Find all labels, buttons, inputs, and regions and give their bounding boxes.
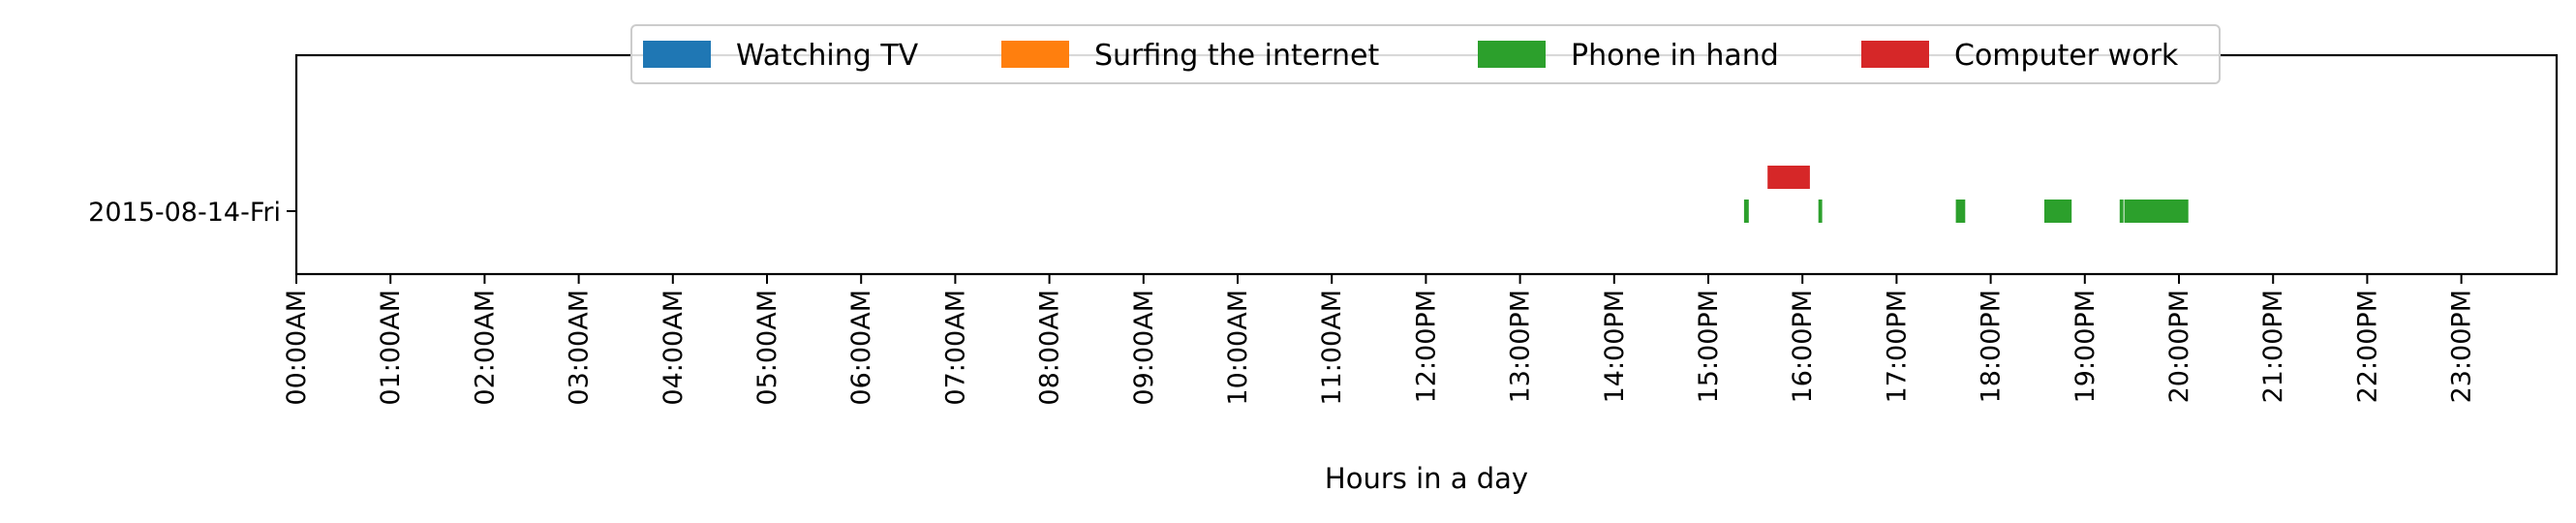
legend: Watching TV Surfing the internet Phone in … [630, 24, 2221, 84]
x-tick-label: 00:00AM [282, 290, 312, 406]
x-tick-label: 01:00AM [376, 290, 406, 406]
phone-in-hand-interval [2044, 200, 2072, 223]
x-tick-label: 04:00AM [659, 290, 689, 406]
x-tick-label: 05:00AM [752, 290, 782, 406]
x-tick-label: 11:00AM [1317, 290, 1347, 406]
x-tick-label: 20:00PM [2164, 290, 2194, 403]
x-tick-label: 08:00AM [1035, 290, 1065, 406]
legend-swatch-surfing-the-internet [1001, 41, 1069, 68]
legend-swatch-phone-in-hand [1478, 41, 1546, 68]
x-tick-label: 13:00PM [1506, 290, 1536, 403]
x-axis-label: Hours in a day [1325, 462, 1528, 495]
legend-label-surfing-the-internet: Surfing the internet [1094, 39, 1379, 73]
x-tick-label: 23:00PM [2447, 290, 2477, 403]
phone-in-hand-interval [2124, 200, 2189, 223]
x-tick-label: 03:00AM [565, 290, 595, 406]
computer-work-interval [1767, 166, 1810, 189]
x-tick-label: 06:00AM [846, 290, 876, 406]
x-tick-label: 09:00AM [1129, 290, 1159, 406]
x-tick-label: 18:00PM [1977, 290, 2007, 403]
x-tick-label: 21:00PM [2258, 290, 2288, 403]
x-tick-label: 22:00PM [2352, 290, 2382, 403]
phone-in-hand-interval [1743, 200, 1749, 223]
legend-label-computer-work: Computer work [1954, 39, 2179, 73]
x-tick-label: 12:00PM [1411, 290, 1441, 403]
x-tick-label: 15:00PM [1694, 290, 1724, 403]
x-axis-ticks: 00:00AM 01:00AM 02:00AM 03:00AM 04:00AM 05:00… [282, 274, 2477, 406]
x-tick-label: 19:00PM [2070, 290, 2101, 403]
phone-in-hand-interval [2119, 200, 2124, 223]
plot-frame [294, 53, 2559, 276]
x-tick-label: 14:00PM [1600, 290, 1630, 403]
legend-label-phone-in-hand: Phone in hand [1571, 39, 1779, 73]
phone-in-hand-interval [1955, 200, 1966, 223]
x-tick-label: 02:00AM [470, 290, 500, 406]
y-axis-ticks: 2015-08-14-Fri [88, 198, 296, 228]
legend-box [630, 24, 2221, 84]
y-tick-label: 2015-08-14-Fri [88, 198, 281, 228]
x-tick-label: 17:00PM [1882, 290, 1912, 403]
x-tick-label: 10:00AM [1223, 290, 1253, 406]
legend-swatch-computer-work [1861, 41, 1929, 68]
phone-in-hand-interval [1818, 200, 1823, 223]
legend-swatch-watching-tv [643, 41, 711, 68]
interval-marks [1743, 166, 2189, 223]
x-tick-label: 07:00AM [940, 290, 970, 406]
x-tick-label: 16:00PM [1788, 290, 1818, 403]
legend-label-watching-tv: Watching TV [736, 39, 919, 73]
